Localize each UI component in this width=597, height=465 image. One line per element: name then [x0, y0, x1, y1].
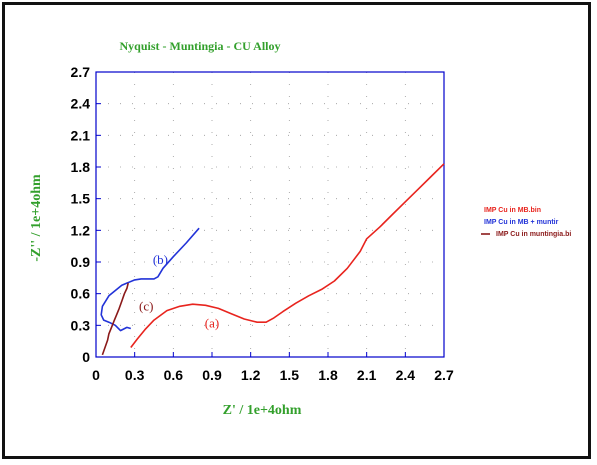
y-tick-label: 0	[82, 349, 90, 365]
legend-entry-2: IMP Cu in MB + muntir	[484, 219, 559, 226]
y-axis-label: -Z'' / 1e+4ohm	[29, 174, 44, 262]
annotation-1: (a)	[205, 315, 219, 330]
plot-frame	[95, 71, 445, 358]
y-tick-label: 1.5	[71, 191, 91, 207]
x-tick-label: 0.6	[164, 367, 184, 383]
x-tick-label: 2.1	[357, 367, 377, 383]
x-tick-label: 2.7	[434, 367, 454, 383]
annotations: (a) (b) (c)	[139, 252, 219, 330]
legend-entry-3: IMP Cu in muntingia.bi	[496, 231, 571, 238]
legend: IMP Cu in MB.bin IMP Cu in MB + muntir IMP…	[481, 207, 571, 238]
y-tick-label: 0.6	[71, 286, 91, 302]
y-tick-label: 2.7	[71, 64, 91, 80]
series-line-3	[101, 282, 129, 356]
y-tick-label: 0.9	[71, 254, 91, 270]
series-lines	[100, 163, 445, 356]
x-tick-label: 1.8	[318, 367, 338, 383]
y-tick-label: 1.2	[71, 222, 91, 238]
y-tick-label: 0.3	[71, 317, 91, 333]
series-line-2	[100, 227, 200, 332]
x-tick-label: 0.3	[125, 367, 145, 383]
annotation-3: (c)	[139, 299, 153, 314]
x-tick-label: 2.4	[396, 367, 416, 383]
annotation-2: (b)	[153, 252, 168, 267]
axis-ticks: 0 0.3 0.6 0.9 1.2 1.5 1.8 2.1 2.4 2.7 0 0.3 0.6 0.9 1.…	[71, 64, 454, 383]
series-line-1	[130, 163, 445, 348]
x-tick-label: 0.9	[202, 367, 222, 383]
x-tick-label: 1.5	[280, 367, 300, 383]
y-tick-label: 2.4	[71, 96, 91, 112]
x-axis-label: Z' / 1e+4ohm	[223, 403, 302, 418]
chart-title: Nyquist - Muntingia - CU Alloy	[119, 39, 280, 53]
legend-entry-1: IMP Cu in MB.bin	[484, 207, 541, 214]
y-tick-label: 2.1	[71, 127, 91, 143]
x-tick-label: 1.2	[241, 367, 261, 383]
y-tick-label: 1.8	[71, 159, 91, 175]
x-tick-label: 0	[92, 367, 100, 383]
